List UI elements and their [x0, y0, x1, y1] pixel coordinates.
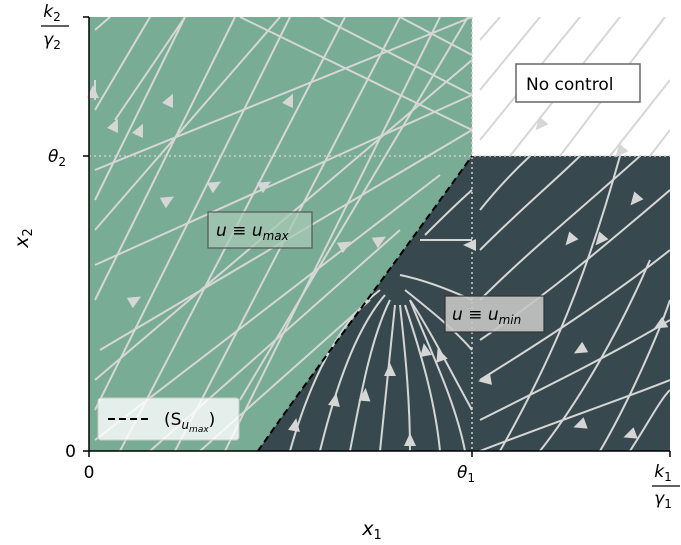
svg-text:k1: k1: [654, 462, 672, 484]
x-axis-label: x1: [361, 518, 382, 543]
svg-text:u ≡ umax: u ≡ umax: [216, 221, 290, 243]
svg-text:No control: No control: [526, 75, 613, 95]
streamline-arrows: [87, 85, 669, 446]
label-u-max: u ≡ umax: [207, 211, 313, 249]
svg-text:γ1: γ1: [654, 489, 672, 511]
tick-marks: [83, 16, 671, 457]
legend: (Sumax): [97, 397, 240, 441]
y-tick-0: 0: [65, 442, 76, 462]
streamlines-u-min: [289, 155, 670, 451]
svg-text:k2: k2: [43, 2, 61, 24]
label-u-min: u ≡ umin: [444, 295, 545, 333]
x-tick-k1-over-gamma1: k1 γ1: [652, 462, 680, 511]
label-no-control: No control: [515, 63, 641, 103]
x-tick-theta1: θ1: [457, 463, 475, 485]
streamlines-u-max: [94, 17, 473, 451]
separatrix-s-umax: [257, 155, 473, 451]
svg-text:u ≡ umin: u ≡ umin: [452, 305, 521, 327]
x-tick-0: 0: [84, 463, 95, 483]
svg-text:γ2: γ2: [43, 30, 61, 52]
y-tick-k2-over-gamma2: k2 γ2: [41, 2, 69, 52]
y-axis-label: x2: [11, 228, 36, 249]
y-tick-theta2: θ2: [48, 147, 66, 169]
legend-entry: (Sumax): [164, 410, 215, 435]
